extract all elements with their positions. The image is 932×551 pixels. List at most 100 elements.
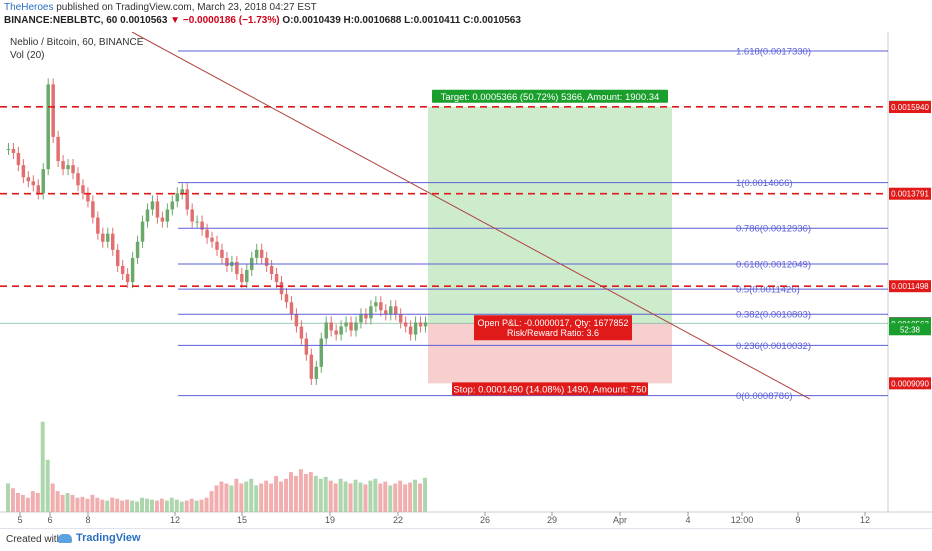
volume-bar <box>85 498 90 512</box>
candle-body <box>81 185 85 194</box>
volume-bar <box>204 497 209 512</box>
volume-bar <box>348 483 353 512</box>
candle-body <box>205 229 209 238</box>
candle-body <box>200 221 204 230</box>
volume-bar <box>378 483 383 512</box>
volume-bar <box>30 491 35 512</box>
candle-body <box>423 322 428 327</box>
candle-body <box>111 233 115 250</box>
volume-bar <box>80 496 85 512</box>
volume-bar <box>105 500 110 512</box>
candle-body <box>245 269 249 283</box>
x-tick-label: 29 <box>547 515 557 525</box>
price-tag-text: 0.0015940 <box>891 103 929 112</box>
candle-body <box>51 84 55 137</box>
fib-label: 1(0.0014066) <box>736 178 793 189</box>
candle-body <box>329 322 333 331</box>
volume-bar <box>383 481 388 512</box>
volume-bar <box>293 475 298 512</box>
volume-bar <box>50 483 55 512</box>
candle-body <box>384 310 388 315</box>
price-tag-bg <box>889 280 931 293</box>
tradingview-logo[interactable]: TradingView <box>58 532 141 544</box>
horizontal-levels[interactable] <box>0 105 888 287</box>
fib-label: 0.5(0.0011426) <box>736 285 800 296</box>
stop-label: Stop: 0.0001490 (14.08%) 1490, Amount: 7… <box>452 382 648 396</box>
candle-body <box>41 169 45 194</box>
candles <box>6 78 428 385</box>
fibonacci-levels[interactable]: 1.618(0.0017330) 1(0.0014066) 0.786(0.0012… <box>178 46 888 402</box>
volume-bar <box>298 469 303 512</box>
volume-bar <box>145 498 149 512</box>
volume-bar <box>284 478 288 512</box>
price-axis[interactable]: 0.00159460.00159400.00137910.00114980.00… <box>889 100 931 390</box>
volume-bar <box>353 479 358 512</box>
candle-body <box>354 322 358 331</box>
volume-bar <box>45 459 50 512</box>
volume-bar <box>149 499 154 512</box>
trendline[interactable] <box>131 31 811 400</box>
candle-body <box>304 338 309 355</box>
candle-body <box>408 326 413 335</box>
volume-bar <box>363 484 368 512</box>
chart-area[interactable]: 1.618(0.0017330) 1(0.0014066) 0.786(0.0012… <box>0 31 932 528</box>
candle-body <box>220 249 224 258</box>
candle-body <box>279 282 284 295</box>
volume-bar <box>154 500 159 512</box>
volume-bar <box>209 491 214 512</box>
x-tick-label: 9 <box>795 515 800 525</box>
publisher-name[interactable]: TheHeroes <box>4 2 54 13</box>
candle-body <box>106 233 110 242</box>
x-tick-label: 6 <box>47 515 52 525</box>
volume-bar <box>239 483 244 512</box>
candle-body <box>160 217 165 222</box>
fib-label: 0.786(0.0012936) <box>736 224 811 235</box>
x-tick-label: 15 <box>237 515 247 525</box>
candle-body <box>314 366 319 379</box>
price-tag-text: 0.0011498 <box>891 282 929 291</box>
candle-body <box>359 314 363 323</box>
x-tick-label: 8 <box>85 515 90 525</box>
candle-body <box>344 322 348 327</box>
x-tick-label: 19 <box>325 515 335 525</box>
volume-bar <box>313 475 318 512</box>
open-pl-bg <box>474 315 632 341</box>
candle-body <box>56 136 60 162</box>
candle-body <box>379 302 383 311</box>
x-tick-label: Apr <box>613 515 627 525</box>
cloud-icon <box>58 533 72 543</box>
price-tag-text: 52:38 <box>900 325 921 334</box>
price-tag-bg <box>889 187 931 200</box>
candle-body <box>155 201 160 218</box>
volume-bar <box>179 501 184 512</box>
stop-label-bg <box>452 382 648 396</box>
candle-body <box>264 257 269 266</box>
volume-bar <box>35 493 40 512</box>
x-tick-label: 26 <box>480 515 490 525</box>
volume-bar <box>110 497 115 512</box>
price-chart[interactable]: 1.618(0.0017330) 1(0.0014066) 0.786(0.0012… <box>0 31 932 528</box>
volume-bar <box>338 478 343 512</box>
candle-body <box>235 261 239 275</box>
price-tag: 0.0015940 <box>889 101 931 114</box>
candle-body <box>369 306 373 319</box>
candle-body <box>190 209 194 222</box>
candle-body <box>389 306 393 315</box>
volume-bar <box>115 498 120 512</box>
volume-bar <box>403 484 408 512</box>
price-tag-text: 0.0013791 <box>891 190 929 199</box>
candle-body <box>309 354 314 379</box>
volume-bar <box>259 483 264 512</box>
candle-body <box>101 233 105 242</box>
price-tag-bg <box>889 101 931 114</box>
volume-bar <box>174 499 179 512</box>
volume-bar <box>308 472 313 512</box>
volume-bar <box>130 500 135 512</box>
candle-body <box>289 302 294 315</box>
candle-body <box>349 322 353 331</box>
volume-bar <box>279 481 284 512</box>
price-change: ▼ −0.0000186 (−1.73%) <box>170 15 280 26</box>
price-tag: 0.0013791 <box>889 187 931 200</box>
time-axis[interactable]: 5 6 8 12 15 19 22 26 29 Apr 4 12:00 9 12 <box>17 512 870 525</box>
volume-bar <box>189 498 194 512</box>
